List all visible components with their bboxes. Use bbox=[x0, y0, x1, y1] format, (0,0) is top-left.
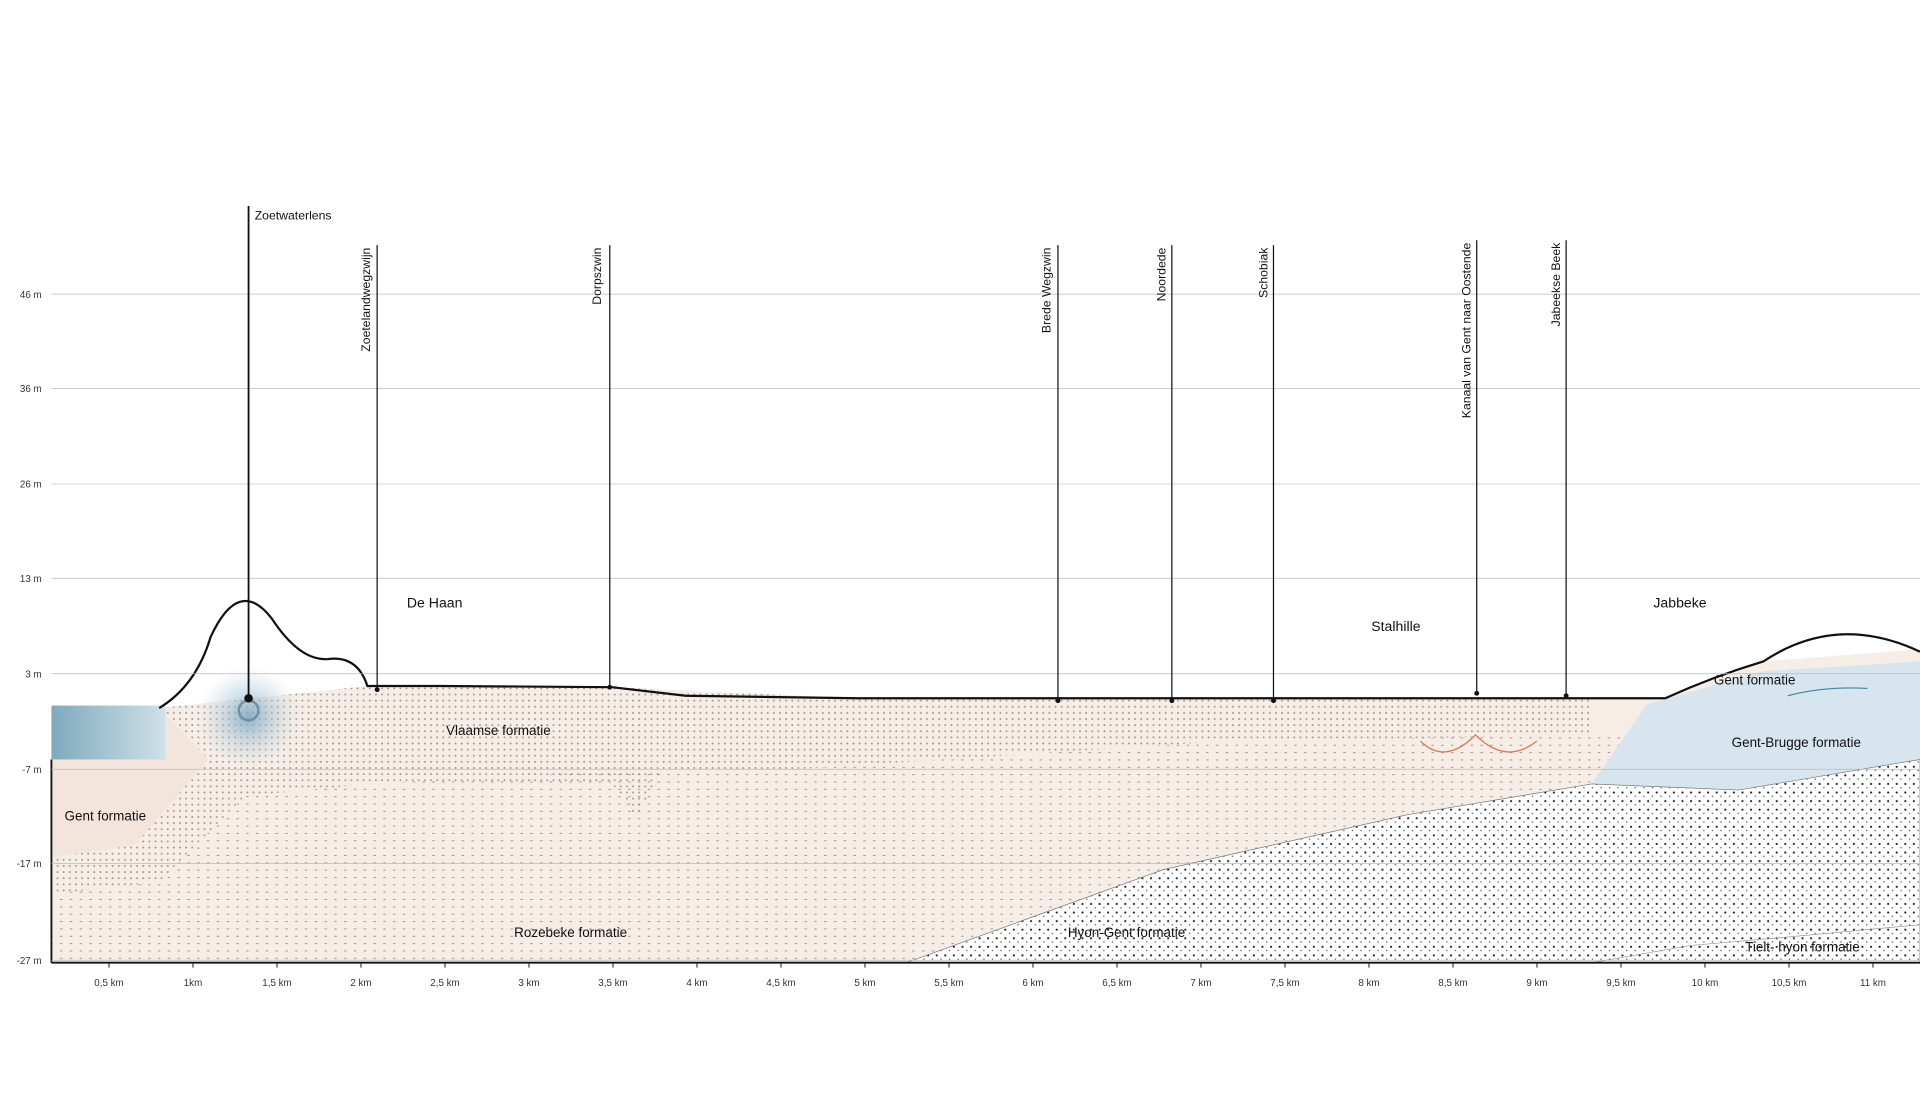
x-axis-label: 10 km bbox=[1692, 978, 1719, 989]
ground-surface bbox=[158, 600, 1920, 709]
x-axis-label: 8 km bbox=[1358, 978, 1379, 989]
annotation-dot bbox=[1563, 693, 1569, 699]
sea bbox=[51, 705, 166, 760]
y-axis-label: -17 m bbox=[17, 859, 42, 870]
x-axis-label: 4 km bbox=[686, 978, 707, 989]
x-axis-label: 3,5 km bbox=[598, 978, 627, 989]
x-axis-label: 8,5 km bbox=[1438, 978, 1467, 989]
x-axis-label: 4,5 km bbox=[766, 978, 795, 989]
place-label: Stalhille bbox=[1371, 618, 1420, 634]
labels: 46 m 36 m 26 m 13 m 3 m -7 m -17 m -27 m 0,5 km 1… bbox=[17, 205, 1886, 989]
x-axis-label: 11 km bbox=[1860, 978, 1886, 989]
layers bbox=[50, 600, 1920, 964]
formation-label: Vlaamse formatie bbox=[446, 723, 551, 738]
annotation-dot bbox=[244, 693, 253, 703]
x-axis-label: 5,5 km bbox=[934, 978, 963, 989]
x-axis-label: 9 km bbox=[1526, 978, 1547, 989]
annotation-label: Noordede bbox=[1155, 247, 1169, 301]
annotation-label: Zoetelandwegzwijn bbox=[359, 247, 373, 351]
annotation-label: Dorpszwin bbox=[590, 247, 604, 304]
x-axis-label: 2 km bbox=[350, 978, 371, 989]
x-axis-label: 6 km bbox=[1022, 978, 1043, 989]
y-axis-label: 36 m bbox=[20, 384, 42, 395]
x-axis-label: 7,5 km bbox=[1270, 978, 1299, 989]
x-axis-label: 5 km bbox=[854, 978, 875, 989]
blue-flow bbox=[1787, 687, 1868, 697]
formation-label: Gent-Brugge formatie bbox=[1732, 735, 1861, 750]
x-axis-label: 3 km bbox=[518, 978, 539, 989]
formation-label: Rozebeke formatie bbox=[514, 925, 627, 940]
gent-brugge-layer bbox=[1591, 661, 1920, 791]
formation-label: Tielt- hyon formatie bbox=[1745, 940, 1860, 955]
annotation-label: Brede Wegzwin bbox=[1040, 247, 1054, 333]
grid bbox=[51, 293, 1920, 968]
formation-label: Gent formatie bbox=[65, 809, 147, 824]
annotation-dot bbox=[607, 684, 613, 690]
place-label: De Haan bbox=[407, 595, 463, 611]
y-axis-label: 26 m bbox=[20, 480, 42, 491]
vlaamse-layer bbox=[51, 685, 1592, 895]
place-label: Jabbeke bbox=[1653, 595, 1706, 611]
red-flow bbox=[1419, 734, 1538, 753]
hyon-gent-dots bbox=[905, 759, 1920, 964]
annotation-dot bbox=[1055, 698, 1061, 704]
y-axis-label: 46 m bbox=[20, 290, 42, 301]
annotation-label: Kanaal van Gent naar Oostende bbox=[1460, 243, 1474, 419]
x-axis-label: 1,5 km bbox=[262, 978, 291, 989]
y-axis-label: -7 m bbox=[22, 765, 42, 776]
x-axis-label: 9,5 km bbox=[1606, 978, 1635, 989]
annotation-dot bbox=[1169, 698, 1175, 704]
annotation-label: Zoetwaterlens bbox=[255, 208, 332, 222]
x-axis-label: 10,5 km bbox=[1772, 978, 1807, 989]
annotation-dot bbox=[374, 687, 380, 693]
formation-label: Hyon-Gent formatie bbox=[1068, 925, 1185, 940]
x-axis-label: 2,5 km bbox=[430, 978, 459, 989]
y-axis-label: 3 m bbox=[25, 669, 41, 680]
formation-label: Gent formatie bbox=[1714, 673, 1796, 688]
annotation-label: Jabeekse Beek bbox=[1549, 242, 1563, 327]
y-axis-label: 13 m bbox=[20, 574, 42, 585]
fresh-water-lens bbox=[197, 665, 300, 769]
x-axis-label: 7 km bbox=[1190, 978, 1211, 989]
tielt-line bbox=[1591, 924, 1920, 964]
annotation-dot bbox=[1271, 698, 1276, 704]
annotation-label: Schobiak bbox=[1256, 247, 1270, 298]
x-axis-label: 1km bbox=[184, 978, 202, 989]
x-axis-label: 6,5 km bbox=[1102, 978, 1131, 989]
annotation-dot bbox=[1474, 690, 1480, 696]
x-axis-label: 0,5 km bbox=[94, 978, 123, 989]
y-axis-label: -27 m bbox=[17, 956, 42, 967]
